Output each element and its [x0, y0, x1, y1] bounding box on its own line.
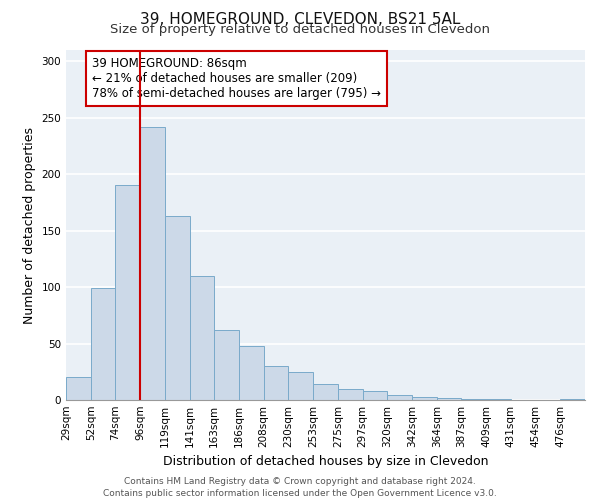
Bar — [165, 216, 190, 400]
Bar — [486, 399, 511, 400]
Y-axis label: Number of detached properties: Number of detached properties — [23, 126, 36, 324]
X-axis label: Distribution of detached houses by size in Clevedon: Distribution of detached houses by size … — [163, 456, 488, 468]
Bar — [387, 396, 412, 400]
Bar — [289, 372, 313, 400]
Bar — [115, 186, 140, 400]
Bar — [66, 378, 91, 400]
Bar — [214, 330, 239, 400]
Text: Size of property relative to detached houses in Clevedon: Size of property relative to detached ho… — [110, 22, 490, 36]
Text: 39 HOMEGROUND: 86sqm
← 21% of detached houses are smaller (209)
78% of semi-deta: 39 HOMEGROUND: 86sqm ← 21% of detached h… — [92, 57, 381, 100]
Bar — [362, 391, 387, 400]
Bar — [461, 399, 486, 400]
Text: 39, HOMEGROUND, CLEVEDON, BS21 5AL: 39, HOMEGROUND, CLEVEDON, BS21 5AL — [140, 12, 460, 28]
Text: Contains HM Land Registry data © Crown copyright and database right 2024.
Contai: Contains HM Land Registry data © Crown c… — [103, 476, 497, 498]
Bar — [264, 366, 289, 400]
Bar — [239, 346, 264, 400]
Bar — [91, 288, 115, 400]
Bar — [560, 399, 585, 400]
Bar — [190, 276, 214, 400]
Bar — [338, 388, 362, 400]
Bar — [313, 384, 338, 400]
Bar — [140, 127, 165, 400]
Bar — [412, 396, 437, 400]
Bar — [437, 398, 461, 400]
